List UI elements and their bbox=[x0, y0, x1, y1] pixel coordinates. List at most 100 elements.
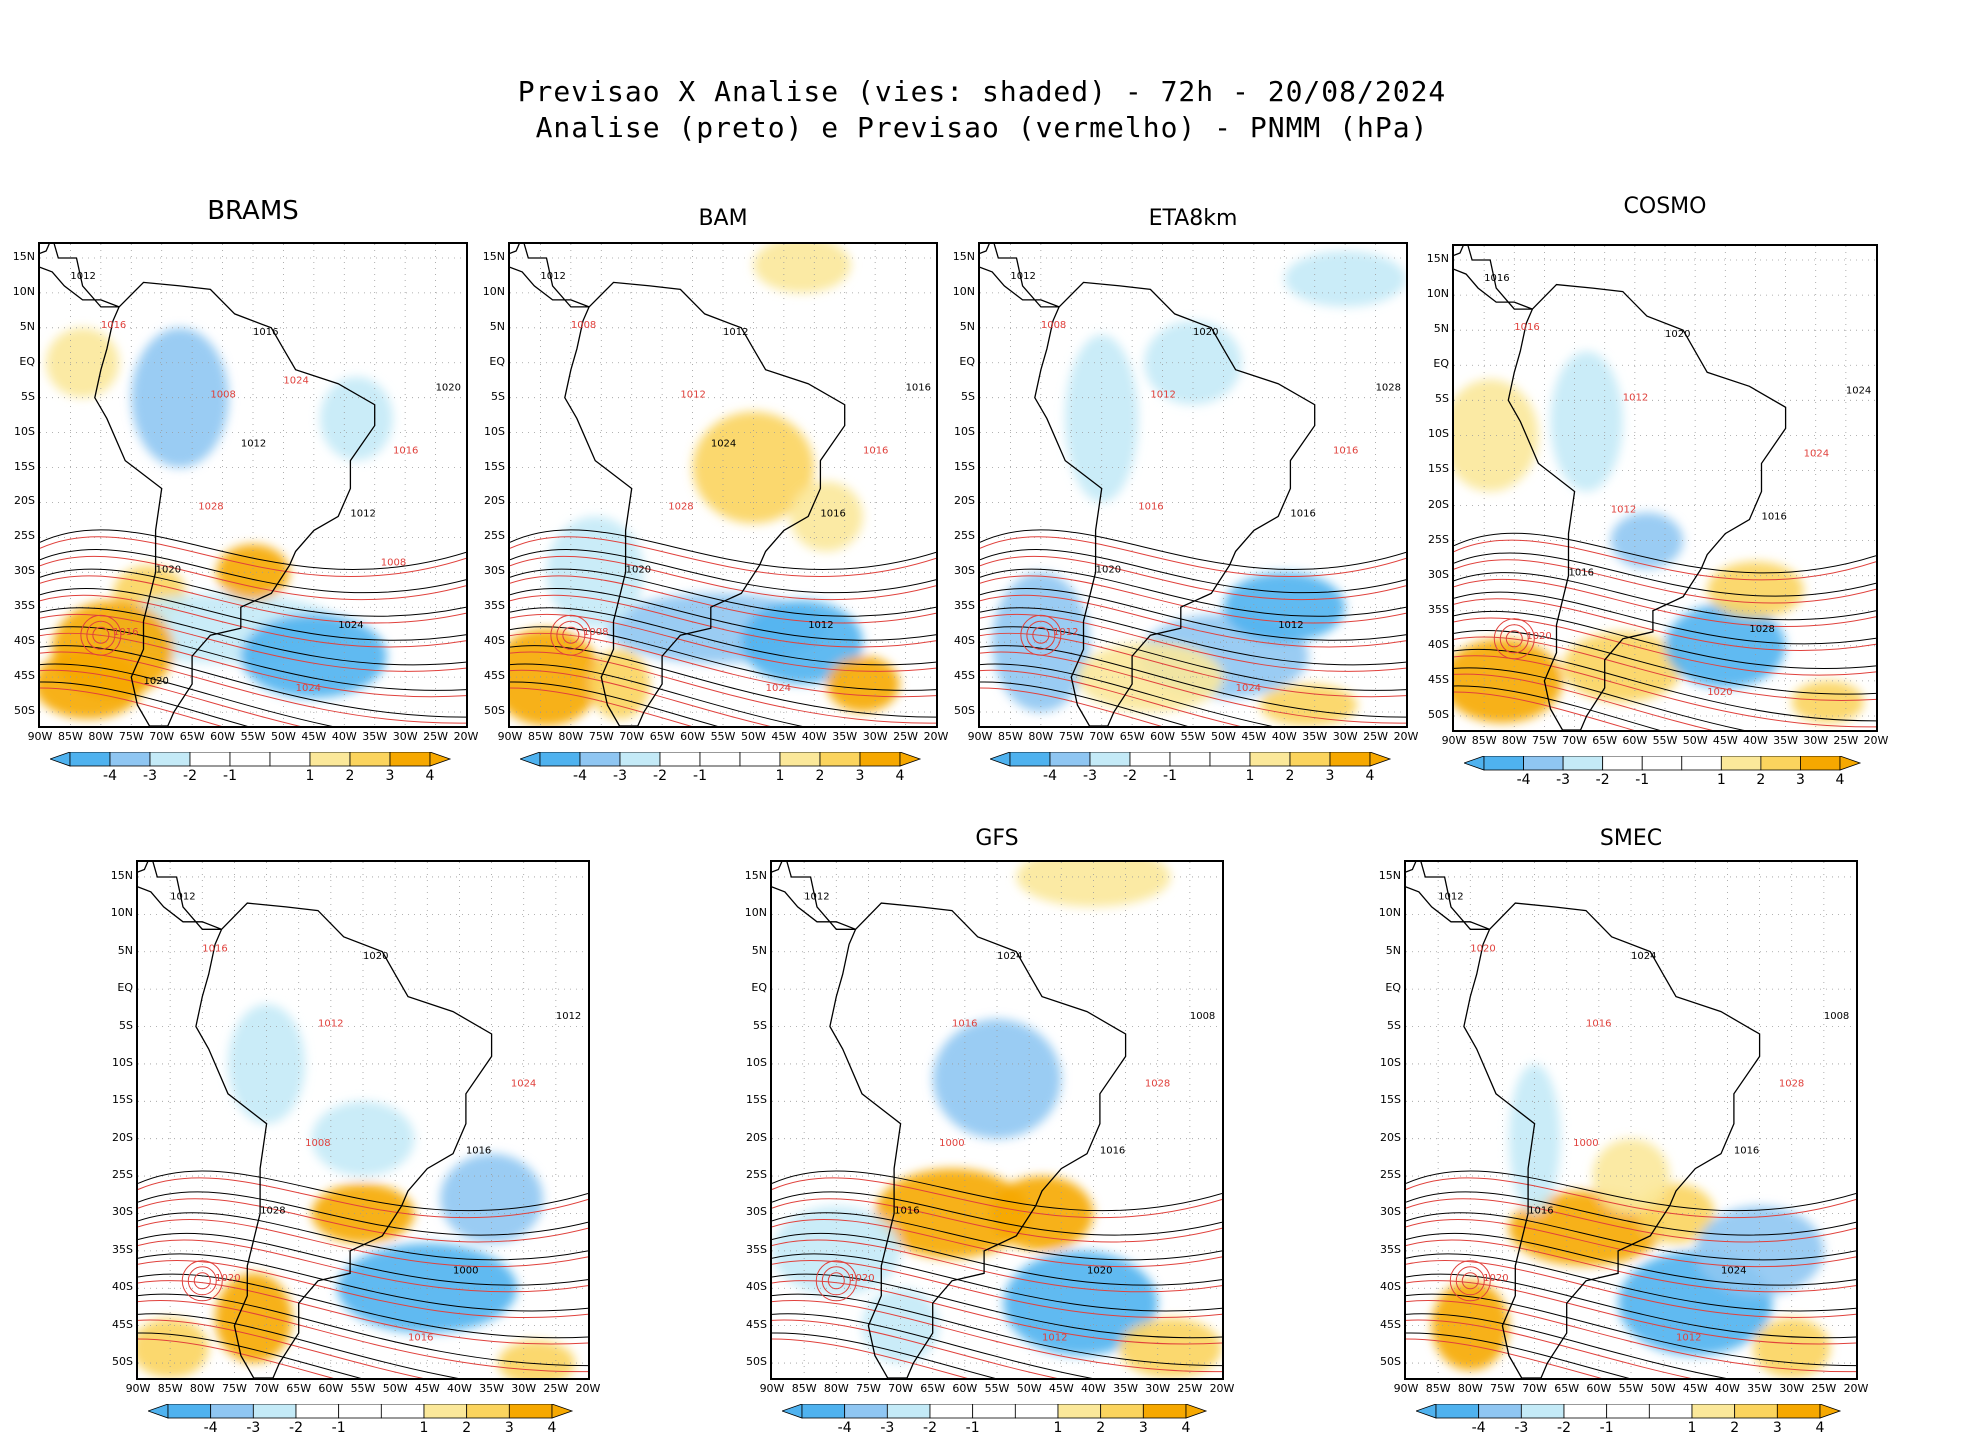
coastline bbox=[138, 862, 493, 1378]
colorbar bbox=[990, 752, 1392, 767]
lat-tick-label: 5S bbox=[491, 389, 505, 403]
lat-tick-label: 35S bbox=[14, 599, 35, 613]
colorbar-segment bbox=[466, 1404, 510, 1419]
forecast-isobar bbox=[40, 613, 466, 672]
isobar-label: 1020 bbox=[1096, 564, 1121, 575]
forecast-isobar bbox=[510, 651, 936, 724]
lon-tick-label: 20W bbox=[1393, 730, 1419, 743]
bias-region bbox=[862, 1288, 940, 1364]
bias-region bbox=[874, 1168, 1030, 1259]
forecast-isobar bbox=[1406, 1218, 1856, 1268]
colorbar-segment bbox=[167, 1404, 212, 1419]
lat-tick-label: 15S bbox=[1380, 1093, 1401, 1107]
lon-tick-label: 45W bbox=[301, 730, 327, 743]
colorbar-label: 1 bbox=[775, 768, 785, 784]
lon-tick-label: 60W bbox=[1586, 1382, 1612, 1395]
isobar-label: 1008 bbox=[210, 390, 235, 401]
analysis-isobar bbox=[510, 529, 936, 571]
lon-tick-label: 40W bbox=[1080, 1382, 1106, 1395]
lon-tick-label: 80W bbox=[823, 1382, 849, 1395]
central-america-outline bbox=[772, 862, 856, 930]
lat-tick-label: 30S bbox=[112, 1205, 133, 1219]
forecast-isobar bbox=[1032, 626, 1050, 644]
colorbar-label: 4 bbox=[547, 1420, 557, 1436]
colorbar-segment bbox=[1648, 1404, 1693, 1419]
isobar-label: 1016 bbox=[1290, 508, 1315, 519]
lon-tick-label: 30W bbox=[1779, 1382, 1805, 1395]
lat-tick-label: 15S bbox=[14, 459, 35, 473]
analysis-isobar bbox=[1406, 1212, 1856, 1261]
lon-tick-label: 65W bbox=[920, 1382, 946, 1395]
colorbar-arrow-high bbox=[551, 1404, 574, 1419]
map-area: 1012 1012 1016 1012 1020 1016 1020 1024 1028 1016… bbox=[978, 242, 1408, 728]
colorbar-label: -1 bbox=[693, 768, 707, 784]
isobar-label: 1016 bbox=[1586, 1019, 1611, 1030]
colorbar-label: -2 bbox=[289, 1420, 303, 1436]
lat-tick-label: 50S bbox=[954, 704, 975, 718]
lon-tick-label: 40W bbox=[1714, 1382, 1740, 1395]
isobar-label: 1012 bbox=[1611, 505, 1636, 516]
colorbar-label: -4 bbox=[1043, 768, 1057, 784]
lat-tick-label: 45S bbox=[954, 669, 975, 683]
lat-tick-label: 5S bbox=[21, 389, 35, 403]
lon-tick-label: 35W bbox=[362, 730, 388, 743]
analysis-isobar bbox=[1406, 1273, 1856, 1339]
forecast-isobar bbox=[1454, 655, 1876, 728]
panel-title: COSMO bbox=[1623, 194, 1707, 219]
lat-tick-label: 10N bbox=[110, 906, 133, 920]
lat-tick-label: 35S bbox=[112, 1242, 133, 1256]
isobar-label: 1016 bbox=[1333, 446, 1358, 457]
lon-tick-label: 55W bbox=[1618, 1382, 1644, 1395]
isobar-label: 1028 bbox=[1779, 1078, 1804, 1089]
lon-tick-label: 20W bbox=[1843, 1382, 1869, 1395]
colorbar bbox=[148, 1404, 574, 1419]
analysis-isobar bbox=[772, 1253, 1222, 1312]
lat-tick-label: 5S bbox=[1435, 392, 1449, 406]
colorbar-arrow-low bbox=[1464, 756, 1485, 771]
lat-tick-label: 10N bbox=[1378, 906, 1401, 920]
analysis-isobar bbox=[40, 663, 333, 726]
forecast-isobar bbox=[1406, 1319, 1692, 1378]
isobar-label: 1020 bbox=[156, 564, 181, 575]
forecast-isobar bbox=[1406, 1300, 1856, 1373]
forecast-isobar bbox=[1505, 630, 1523, 648]
analysis-isobar bbox=[138, 1232, 588, 1286]
lat-tick-label: 45S bbox=[484, 669, 505, 683]
isobars bbox=[138, 1170, 588, 1378]
lon-tick-label: 40W bbox=[1742, 734, 1768, 747]
south-america-outline bbox=[1507, 283, 1787, 730]
graticule bbox=[40, 244, 466, 726]
isobar-label: 1020 bbox=[1665, 329, 1690, 340]
isobar-label: 1024 bbox=[1631, 951, 1656, 962]
bias-region bbox=[1077, 642, 1224, 713]
lon-tick-label: 55W bbox=[984, 1382, 1010, 1395]
forecast-isobar bbox=[86, 620, 116, 650]
forecast-isobar bbox=[138, 1319, 424, 1378]
lon-tick-label: 25W bbox=[423, 730, 448, 743]
lon-tick-label: 60W bbox=[1150, 730, 1175, 743]
analysis-isobar bbox=[40, 645, 466, 718]
bias-region bbox=[1791, 680, 1864, 723]
colorbar-label: -1 bbox=[1599, 1420, 1614, 1436]
analysis-isobar bbox=[772, 1232, 1222, 1286]
lat-tick-label: 5S bbox=[1387, 1018, 1401, 1032]
lon-tick-label: 50W bbox=[740, 730, 766, 743]
lat-tick-label: 20S bbox=[1380, 1130, 1401, 1144]
lat-tick-label: 15S bbox=[1428, 462, 1449, 476]
forecast-isobar bbox=[92, 626, 110, 644]
lon-tick-label: 20W bbox=[1863, 734, 1889, 747]
central-america-outline bbox=[510, 244, 590, 308]
lon-tick-label: 25W bbox=[893, 730, 918, 743]
colorbar-segment bbox=[1089, 752, 1131, 767]
lat-tick-label: 50S bbox=[746, 1355, 767, 1369]
analysis-isobar bbox=[980, 529, 1406, 571]
lon-tick-label: 70W bbox=[254, 1382, 279, 1395]
forecast-isobar bbox=[772, 1239, 1222, 1293]
lon-tick-label: 70W bbox=[149, 730, 175, 743]
isobar-label: 1012 bbox=[1010, 271, 1035, 282]
colorbar-segment bbox=[1169, 752, 1211, 767]
colorbar-segment bbox=[1049, 752, 1091, 767]
colorbar-segment bbox=[859, 752, 901, 767]
central-america-outline bbox=[40, 244, 120, 308]
forecast-isobar bbox=[193, 1272, 211, 1290]
